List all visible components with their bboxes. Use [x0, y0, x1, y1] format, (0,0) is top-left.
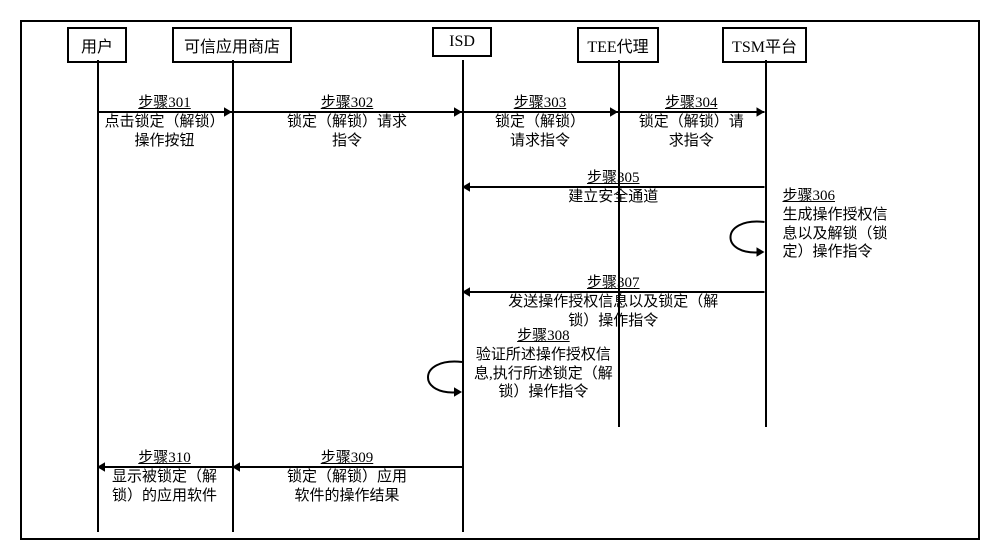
msg-s302: 步骤302锁定（解锁）请求指令: [232, 94, 462, 150]
actor-tsm: TSM平台: [722, 27, 807, 63]
actor-store: 可信应用商店: [172, 27, 292, 63]
msg-s301: 步骤301点击锁定（解锁）操作按钮: [97, 94, 232, 150]
actor-tee: TEE代理: [577, 27, 659, 63]
msg-s309: 步骤309锁定（解锁）应用软件的操作结果: [232, 449, 462, 505]
msg-s307: 步骤307发送操作授权信息以及锁定（解锁）操作指令: [462, 274, 765, 330]
msg-s306: 步骤306生成操作授权信息以及解锁（锁定）操作指令: [783, 187, 888, 262]
msg-s304: 步骤304锁定（解锁）请求指令: [618, 94, 765, 150]
msg-s305: 步骤305建立安全通道: [462, 169, 765, 207]
msg-s303: 步骤303锁定（解锁）请求指令: [462, 94, 618, 150]
actor-user: 用户: [67, 27, 127, 63]
actor-isd: ISD: [432, 27, 492, 57]
msg-s308: 步骤308验证所述操作授权信息,执行所述锁定（解锁）操作指令: [474, 327, 613, 402]
lifeline-tsm: [765, 60, 767, 427]
msg-s310: 步骤310显示被锁定（解锁）的应用软件: [97, 449, 232, 505]
